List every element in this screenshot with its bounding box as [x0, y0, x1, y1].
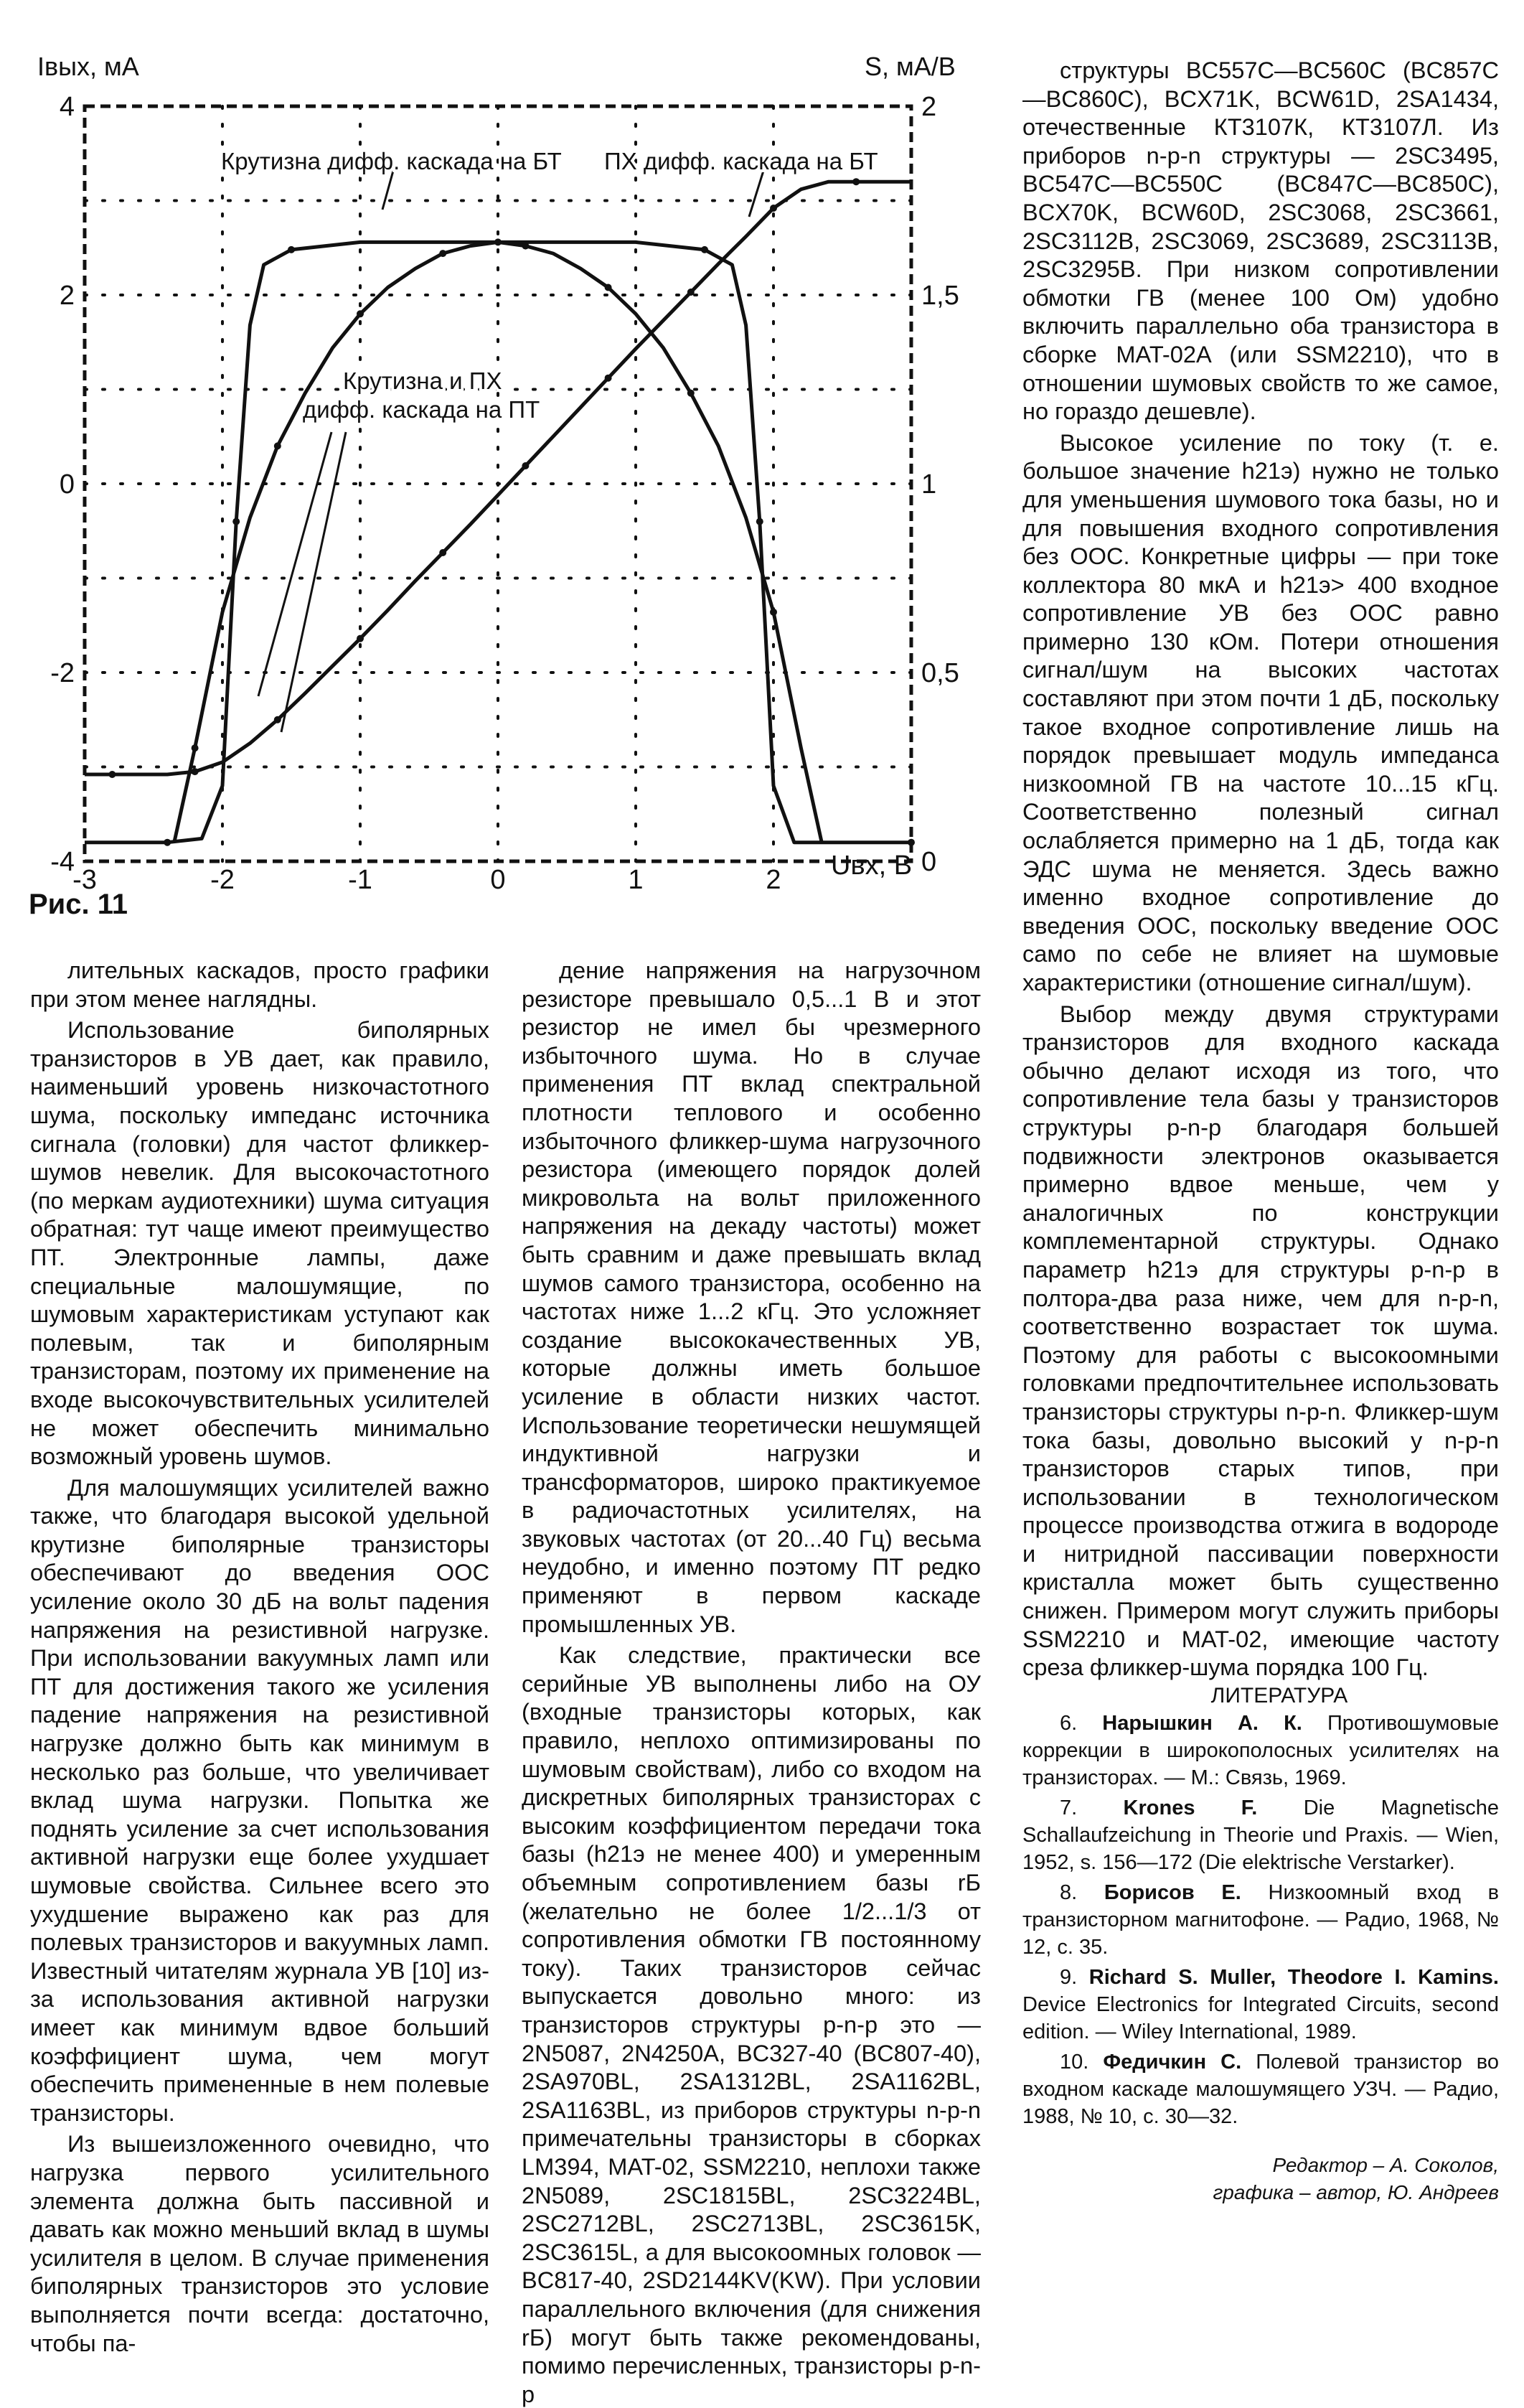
reference-author: Федичкин С. [1103, 2051, 1242, 2074]
text-column-2: дение напряжения на нагрузочном резистор… [522, 956, 981, 2408]
x-tick-label: 1 [628, 865, 643, 895]
paragraph: Использование биполярных транзисторов в … [30, 1016, 489, 1470]
paragraph: Из вышеизложенного очевидно, что нагрузк… [30, 2130, 489, 2356]
paragraph: Для малошумящих усилителей важно также, … [30, 1474, 489, 2126]
y-left-tick-label: 4 [60, 92, 75, 122]
reference-item: 10. Федичкин С. Полевой транзистор во вх… [1022, 2048, 1499, 2130]
data-point [273, 716, 281, 723]
data-point [908, 838, 915, 846]
reference-text: Полевой транзистор во входном каскаде ма… [1022, 2051, 1499, 2129]
reference-text: Противошумовые коррекции в широкополосны… [1022, 1712, 1499, 1790]
text-column-1: лительных каскадов, просто графики при э… [30, 956, 489, 2357]
ft-leader-2 [280, 431, 347, 733]
y-right-tick-label: 1 [921, 469, 936, 500]
paragraph: Высокое усиление по току (т. е. большое … [1022, 428, 1499, 995]
x-tick-label: -3 [72, 865, 97, 895]
chart-series [85, 178, 915, 846]
data-point [191, 744, 199, 752]
paragraph: Как следствие, практически все серийные … [522, 1641, 981, 2407]
reference-number: 7. [1060, 1796, 1078, 1820]
data-point [357, 634, 364, 642]
graphics-credit: графика – автор, Ю. Андреев [1213, 2181, 1499, 2204]
reference-item: 7. Krones F. Die Magnetische Schallaufze… [1022, 1794, 1499, 1876]
paragraph: Выбор между двумя структурами транзистор… [1022, 1000, 1499, 1681]
reference-number: 9. [1060, 1966, 1078, 1990]
bt-transfer-leader [748, 170, 765, 217]
data-point [604, 374, 612, 382]
plot-frame [83, 104, 913, 863]
data-point [232, 517, 240, 525]
reference-item: 6. Нарышкин А. К. Противошумовые коррекц… [1022, 1710, 1499, 1791]
bt-slope-leader [381, 170, 395, 210]
data-point [439, 548, 447, 556]
credits: Редактор – А. Соколов, графика – автор, … [1022, 2152, 1499, 2206]
y-right-tick-label: 0 [921, 847, 936, 877]
data-point [288, 245, 295, 253]
y-left-tick-label: 2 [60, 281, 75, 311]
reference-author: Krones F. [1123, 1796, 1258, 1820]
editor-credit: Редактор – А. Соколов, [1272, 2154, 1499, 2177]
data-point [439, 250, 447, 258]
y-left-tick-label: -2 [50, 658, 75, 688]
reference-text: Низкоомный вход в транзисторном магнитоф… [1022, 1881, 1500, 1959]
reference-text: Device Electronics for Integrated Circui… [1022, 1993, 1499, 2044]
y-left-tick-label: -4 [50, 847, 75, 877]
reference-list: 6. Нарышкин А. К. Противошумовые коррекц… [1022, 1710, 1499, 2130]
figure-11-chart: Iвых, мА S, мА/В Uвх, В -3 -2 -1 0 1 2 4 2 0 -2 -4… [37, 52, 959, 895]
data-point [522, 242, 530, 250]
reference-item: 8. Борисов Е. Низкоомный вход в транзист… [1022, 1879, 1499, 1961]
y-left-tick-label: 0 [60, 469, 75, 500]
ft-annotation-line2: дифф. каскада на ПТ [303, 396, 540, 423]
data-point [357, 310, 364, 318]
y-right-tick-label: 2 [921, 92, 936, 122]
series-bt-slope [85, 240, 911, 845]
reference-item: 9. Richard S. Muller, Theodore I. Kamins… [1022, 1964, 1499, 2046]
y-left-axis-label: Iвых, мА [37, 52, 139, 81]
bt-slope-annotation: Крутизна дифф. каскада на БТ [221, 148, 562, 174]
paragraph: дение напряжения на нагрузочном резистор… [522, 957, 981, 1637]
reference-author: Richard S. Muller, Theodore I. Kamins. [1088, 1966, 1499, 1990]
y-right-tick-label: 1,5 [921, 281, 959, 311]
paragraph: лительных каскадов, просто графики при э… [30, 957, 489, 1012]
x-tick-label: 0 [490, 865, 505, 895]
data-point [164, 838, 171, 846]
data-point [604, 284, 612, 291]
text-column-3: структуры BC557C—BC560C (BC857C—BC860C),… [1022, 56, 1499, 2206]
bt-transfer-annotation: ПХ дифф. каскада на БТ [604, 148, 878, 174]
data-point [108, 771, 116, 779]
figure-caption: Рис. 11 [29, 889, 128, 920]
reference-number: 10. [1060, 2051, 1089, 2074]
data-point [273, 442, 281, 450]
ft-leader-1 [257, 431, 333, 697]
x-axis-label: Uвх, В [831, 851, 912, 881]
data-point [687, 289, 695, 296]
data-point [756, 517, 763, 525]
x-tick-label: -1 [348, 865, 372, 895]
reference-text: Die Magnetische Schallaufzeichung in The… [1022, 1796, 1500, 1875]
x-tick-label: 2 [766, 865, 781, 895]
data-point [701, 245, 708, 253]
ft-annotation-line1: Крутизна и ПХ [343, 367, 502, 394]
reference-author: Нарышкин А. К. [1102, 1712, 1302, 1735]
chart-ticks: -3 -2 -1 0 1 2 4 2 0 -2 -4 2 1,5 1 0,5 0 [50, 92, 959, 895]
data-point [191, 768, 199, 776]
data-point [522, 462, 530, 470]
column-3-paragraphs: структуры BC557C—BC560C (BC857C—BC860C),… [1022, 56, 1499, 1682]
reference-number: 6. [1060, 1712, 1078, 1735]
data-point [687, 389, 695, 397]
data-point [852, 178, 860, 186]
literature-heading: ЛИТЕРАТУРА [1210, 1683, 1348, 1707]
chart-grid [83, 105, 913, 863]
y-right-axis-label: S, мА/В [865, 52, 956, 81]
reference-number: 8. [1060, 1881, 1078, 1905]
data-point [770, 608, 777, 616]
y-right-tick-label: 0,5 [921, 658, 959, 688]
paragraph: структуры BC557C—BC560C (BC857C—BC860C),… [1022, 57, 1499, 425]
reference-author: Борисов Е. [1104, 1881, 1241, 1905]
x-tick-label: -2 [210, 865, 235, 895]
data-point [770, 205, 777, 212]
